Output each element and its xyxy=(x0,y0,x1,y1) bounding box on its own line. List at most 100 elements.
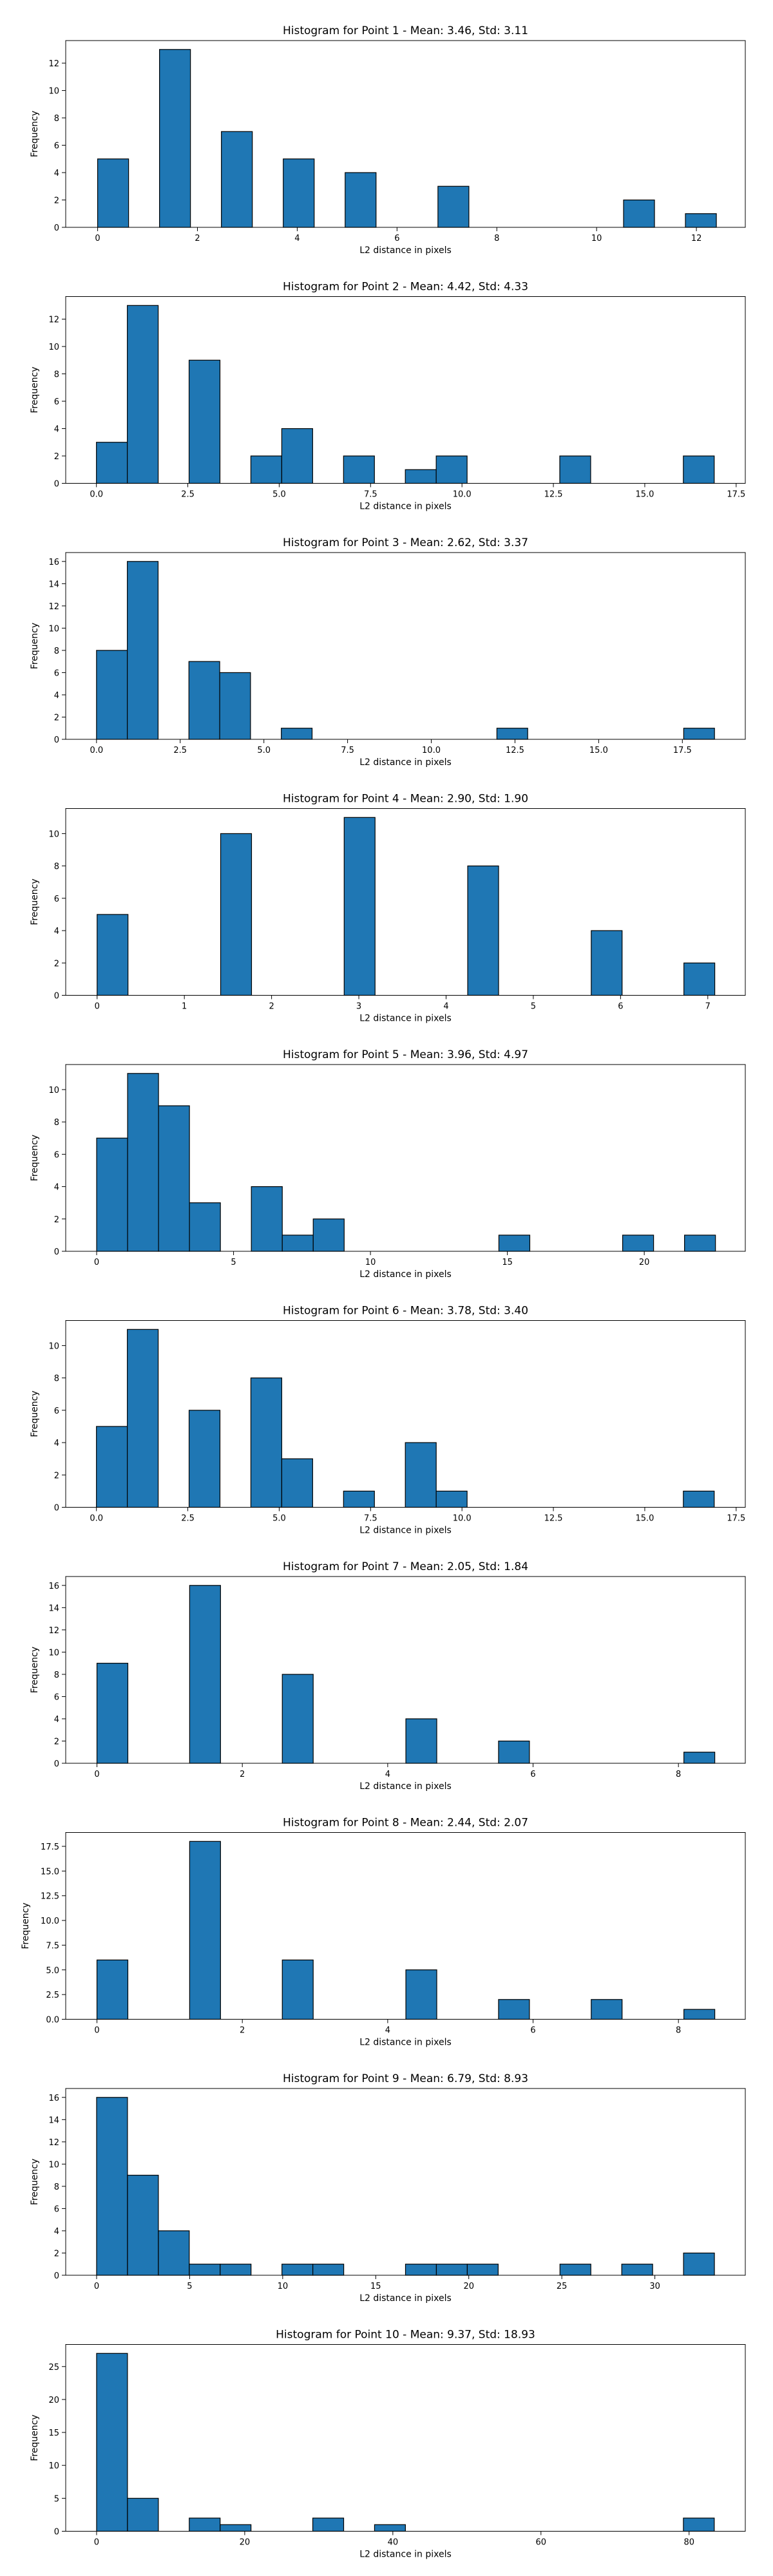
x-axis-label: L2 distance in pixels xyxy=(359,2293,452,2304)
y-tick-label: 6 xyxy=(54,1406,59,1416)
y-axis-label: Frequency xyxy=(30,1390,40,1437)
y-tick-label: 15 xyxy=(48,2429,59,2438)
x-tick-label: 10 xyxy=(365,1258,376,1267)
y-tick-label: 5 xyxy=(54,2494,59,2504)
histogram-bar xyxy=(127,1073,159,1252)
histogram-bar xyxy=(189,2264,221,2276)
histogram-bar xyxy=(220,2524,252,2532)
y-axis-label: Frequency xyxy=(30,1135,40,1181)
histogram-bar xyxy=(683,1752,716,1764)
y-tick-label: 4 xyxy=(54,691,59,701)
y-tick-label: 10 xyxy=(48,1648,59,1658)
y-axis-label: Frequency xyxy=(30,111,40,157)
y-tick-label: 8 xyxy=(54,1671,59,1680)
x-tick-label: 25 xyxy=(557,2282,568,2291)
x-tick-label: 80 xyxy=(683,2538,694,2548)
histogram-bar xyxy=(251,1186,283,1252)
x-tick-label: 8 xyxy=(676,2026,681,2036)
x-tick-label: 15.0 xyxy=(589,746,608,755)
y-axis-label: Frequency xyxy=(21,1902,31,1949)
x-tick-label: 2 xyxy=(269,1002,274,1012)
plot-frame xyxy=(65,296,746,484)
y-tick-label: 0 xyxy=(54,992,59,1001)
histogram-bar xyxy=(96,442,128,484)
y-tick-label: 6 xyxy=(54,397,59,407)
y-axis-label: Frequency xyxy=(30,2414,40,2461)
y-tick-label: 2 xyxy=(54,1215,59,1225)
x-tick-label: 5.0 xyxy=(257,746,271,755)
x-axis-label: L2 distance in pixels xyxy=(359,757,452,768)
y-tick-label: 16 xyxy=(48,558,59,567)
x-tick-label: 12 xyxy=(691,234,702,243)
x-tick-label: 15.0 xyxy=(635,490,654,500)
histogram-bar xyxy=(282,1674,314,1764)
y-tick-label: 7.5 xyxy=(46,1941,59,1951)
x-tick-label: 17.5 xyxy=(673,746,692,755)
histogram-bar xyxy=(96,2097,128,2276)
x-tick-label: 15 xyxy=(502,1258,513,1267)
histogram-bar xyxy=(345,172,377,228)
histogram-bar xyxy=(127,2497,159,2532)
histogram-bar xyxy=(189,1841,221,2020)
x-tick-label: 7.5 xyxy=(364,490,377,500)
histogram-bar xyxy=(498,1999,530,2020)
x-tick-label: 2 xyxy=(195,234,200,243)
x-tick-label: 6 xyxy=(394,234,399,243)
x-tick-label: 20 xyxy=(639,1258,650,1267)
x-axis-label: L2 distance in pixels xyxy=(359,2038,452,2048)
y-axis-label: Frequency xyxy=(30,366,40,413)
y-tick-label: 0 xyxy=(54,2271,59,2281)
histogram-bar xyxy=(683,728,715,740)
y-tick-label: 12.5 xyxy=(41,1892,59,1902)
y-tick-label: 0 xyxy=(54,480,59,489)
histogram-panel: 0 20 40 60 80 0 5 10 15 20 25 Histogram for Point 1… xyxy=(30,2329,746,2560)
histogram-bar xyxy=(127,561,159,740)
histogram-bar xyxy=(97,158,129,228)
y-tick-label: 12 xyxy=(48,602,59,612)
x-tick-label: 0.0 xyxy=(90,746,103,755)
histogram-panel: 0.0 2.5 5.0 7.5 10.0 12.5 15.0 17.5 0 2 4 6 8 10 12 14 1… xyxy=(30,536,746,768)
histogram-bar xyxy=(127,305,159,484)
y-tick-label: 10 xyxy=(48,1341,59,1351)
y-tick-label: 10 xyxy=(48,2160,59,2170)
histogram-bar xyxy=(559,455,591,484)
histogram-panel: 0 2 4 6 8 0.0 2.5 5.0 7.5 10.0 12.5 15.0 17.5 Histogr… xyxy=(21,1817,746,2048)
histogram-bar xyxy=(188,359,221,484)
x-tick-label: 4 xyxy=(385,1770,390,1779)
x-tick-label: 17.5 xyxy=(727,490,745,500)
x-tick-label: 5.0 xyxy=(272,1514,286,1524)
x-axis-label: L2 distance in pixels xyxy=(359,1014,452,1024)
y-tick-label: 6 xyxy=(54,668,59,678)
x-tick-label: 20 xyxy=(463,2282,474,2291)
histogram-bar xyxy=(343,817,376,996)
histogram-bar xyxy=(405,1718,437,1764)
y-tick-label: 25 xyxy=(48,2363,59,2372)
histogram-bar xyxy=(437,185,470,228)
y-tick-label: 10 xyxy=(48,829,59,839)
y-tick-label: 2 xyxy=(54,452,59,462)
histogram-bar xyxy=(343,455,375,484)
histogram-panel: 0 2 4 6 8 0 2 4 6 8 10 12 14 16 Histogram for Point 7 … xyxy=(30,1560,746,1792)
histogram-bar xyxy=(312,1218,345,1252)
chart-title: Histogram for Point 10 - Mean: 9.37, Std… xyxy=(276,2329,535,2342)
y-tick-label: 16 xyxy=(48,1582,59,1591)
y-tick-label: 10 xyxy=(48,2461,59,2471)
x-tick-label: 0.0 xyxy=(90,490,103,500)
histogram-bar xyxy=(127,2175,159,2276)
histogram-bar xyxy=(188,661,220,740)
y-tick-label: 4 xyxy=(54,169,59,178)
histogram-bar xyxy=(683,455,715,484)
histogram-bar xyxy=(405,2264,437,2276)
histogram-bar xyxy=(281,1458,313,1508)
y-tick-label: 2 xyxy=(54,713,59,723)
y-axis-label: Frequency xyxy=(30,623,40,669)
histogram-bar xyxy=(591,1999,623,2020)
y-tick-label: 4 xyxy=(54,2227,59,2237)
y-tick-label: 0 xyxy=(54,1504,59,1513)
x-tick-label: 17.5 xyxy=(727,1514,745,1524)
histogram-bar xyxy=(188,1410,221,1508)
y-tick-label: 8 xyxy=(54,862,59,872)
y-tick-label: 12 xyxy=(48,59,59,69)
y-tick-label: 10 xyxy=(48,343,59,352)
y-tick-label: 0 xyxy=(54,1247,59,1257)
